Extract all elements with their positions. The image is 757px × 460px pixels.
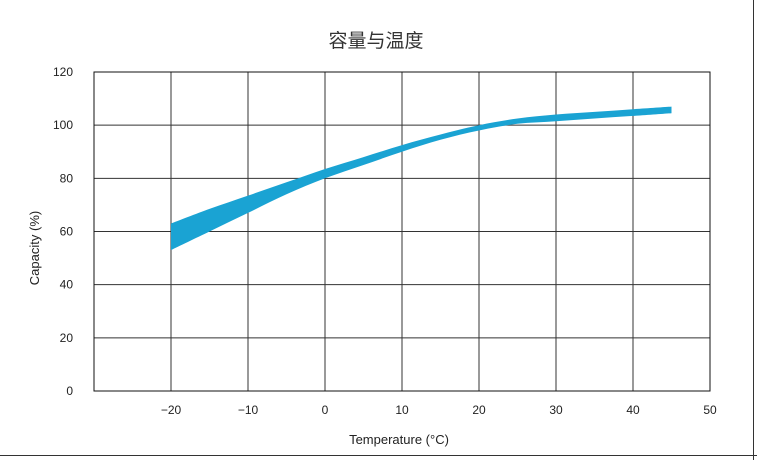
x-tick-labels: −20 −10 0 10 20 30 40 50 xyxy=(161,403,717,417)
y-tick-label: 40 xyxy=(60,278,74,292)
x-tick-label: 30 xyxy=(549,403,563,417)
plot-frame xyxy=(93,71,711,392)
x-tick-label: 10 xyxy=(395,403,409,417)
x-tick-label: −20 xyxy=(161,403,182,417)
y-tick-label: 100 xyxy=(53,118,73,132)
y-axis-label: Capacity (%) xyxy=(27,211,42,285)
x-tick-label: 50 xyxy=(703,403,717,417)
y-tick-label: 60 xyxy=(60,225,74,239)
x-tick-label: 0 xyxy=(322,403,329,417)
chart-title: 容量与温度 xyxy=(328,30,423,52)
x-tick-label: 40 xyxy=(626,403,640,417)
x-tick-label: 20 xyxy=(472,403,486,417)
y-tick-labels: 0 20 40 60 80 100 120 xyxy=(53,65,73,398)
y-tick-label: 0 xyxy=(66,384,73,398)
x-tick-label: −10 xyxy=(238,403,259,417)
y-tick-label: 120 xyxy=(53,65,73,79)
y-tick-label: 80 xyxy=(60,171,74,185)
x-axis-label: Temperature (°C) xyxy=(349,432,449,447)
y-tick-label: 20 xyxy=(60,331,74,345)
